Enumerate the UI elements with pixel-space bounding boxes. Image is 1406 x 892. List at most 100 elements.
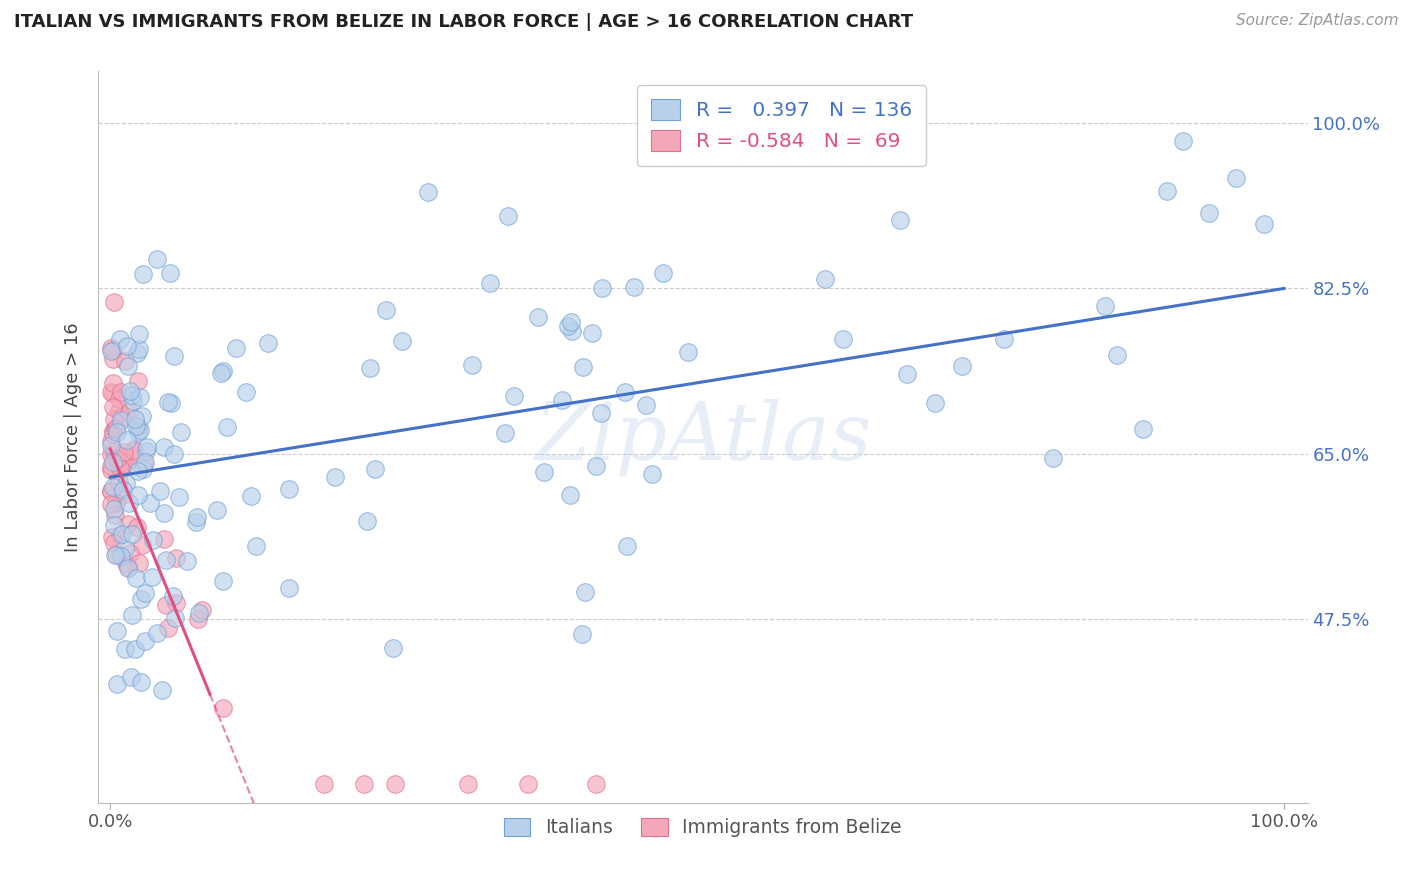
Point [112, 450, 135, 465]
Point [457, 777, 479, 791]
Point [127, 464, 149, 478]
Point [993, 332, 1015, 346]
Point [104, 547, 127, 561]
Point [101, 343, 124, 357]
Point [359, 361, 381, 376]
Point [128, 423, 150, 437]
Point [278, 581, 301, 595]
Point [131, 538, 153, 552]
Point [211, 574, 233, 589]
Point [103, 518, 125, 533]
Point [118, 406, 141, 420]
Point [100, 342, 122, 356]
Point [103, 427, 125, 442]
Point [157, 394, 180, 409]
Point [125, 519, 148, 533]
Point [110, 455, 132, 469]
Point [121, 526, 143, 541]
Point [623, 279, 645, 293]
Point [105, 425, 128, 440]
Point [560, 315, 582, 329]
Point [209, 367, 232, 381]
Point [111, 527, 134, 541]
Point [127, 425, 149, 439]
Point [363, 461, 385, 475]
Point [100, 447, 122, 461]
Point [551, 393, 574, 408]
Point [112, 456, 135, 470]
Point [150, 682, 173, 697]
Point [215, 420, 238, 434]
Point [460, 358, 482, 372]
Point [159, 267, 181, 281]
Point [225, 341, 247, 355]
Point [375, 303, 398, 318]
Point [100, 344, 122, 359]
Point [561, 324, 583, 338]
Point [100, 484, 122, 499]
Point [814, 272, 837, 286]
Point [155, 553, 177, 567]
Point [146, 252, 169, 266]
Point [131, 675, 153, 690]
Point [950, 359, 973, 373]
Point [112, 445, 135, 459]
Point [100, 458, 122, 473]
Point [353, 777, 375, 791]
Point [115, 476, 138, 491]
Point [613, 385, 636, 400]
Point [167, 490, 190, 504]
Point [163, 447, 186, 461]
Point [117, 560, 139, 574]
Point [152, 506, 174, 520]
Text: Source: ZipAtlas.com: Source: ZipAtlas.com [1236, 13, 1399, 29]
Point [128, 327, 150, 342]
Point [479, 277, 502, 291]
Point [127, 374, 149, 388]
Point [108, 528, 131, 542]
Text: ITALIAN VS IMMIGRANTS FROM BELIZE IN LABOR FORCE | AGE > 16 CORRELATION CHART: ITALIAN VS IMMIGRANTS FROM BELIZE IN LAB… [14, 13, 912, 31]
Point [117, 359, 139, 374]
Point [889, 213, 911, 227]
Point [101, 376, 124, 391]
Point [676, 345, 699, 359]
Point [356, 514, 378, 528]
Point [103, 455, 125, 469]
Point [114, 541, 136, 556]
Point [156, 621, 179, 635]
Point [585, 777, 607, 791]
Point [115, 338, 138, 352]
Point [149, 484, 172, 499]
Point [121, 607, 143, 622]
Point [117, 560, 139, 574]
Point [117, 496, 139, 510]
Point [896, 367, 918, 381]
Point [323, 470, 346, 484]
Point [832, 332, 855, 346]
Point [117, 434, 139, 448]
Point [105, 452, 128, 467]
Point [101, 401, 124, 415]
Point [165, 551, 187, 566]
Point [104, 508, 127, 522]
Point [416, 186, 439, 200]
Point [184, 515, 207, 529]
Point [139, 495, 162, 509]
Point [103, 445, 125, 459]
Point [131, 409, 153, 423]
Point [186, 510, 208, 524]
Point [533, 466, 555, 480]
Point [132, 462, 155, 476]
Point [239, 489, 262, 503]
Point [616, 539, 638, 553]
Point [190, 603, 212, 617]
Point [155, 598, 177, 612]
Point [591, 281, 613, 295]
Point [235, 384, 257, 399]
Point [100, 438, 122, 452]
Point [136, 441, 159, 455]
Point [134, 455, 156, 469]
Point [122, 442, 145, 456]
Point [1107, 348, 1129, 362]
Point [382, 641, 405, 656]
